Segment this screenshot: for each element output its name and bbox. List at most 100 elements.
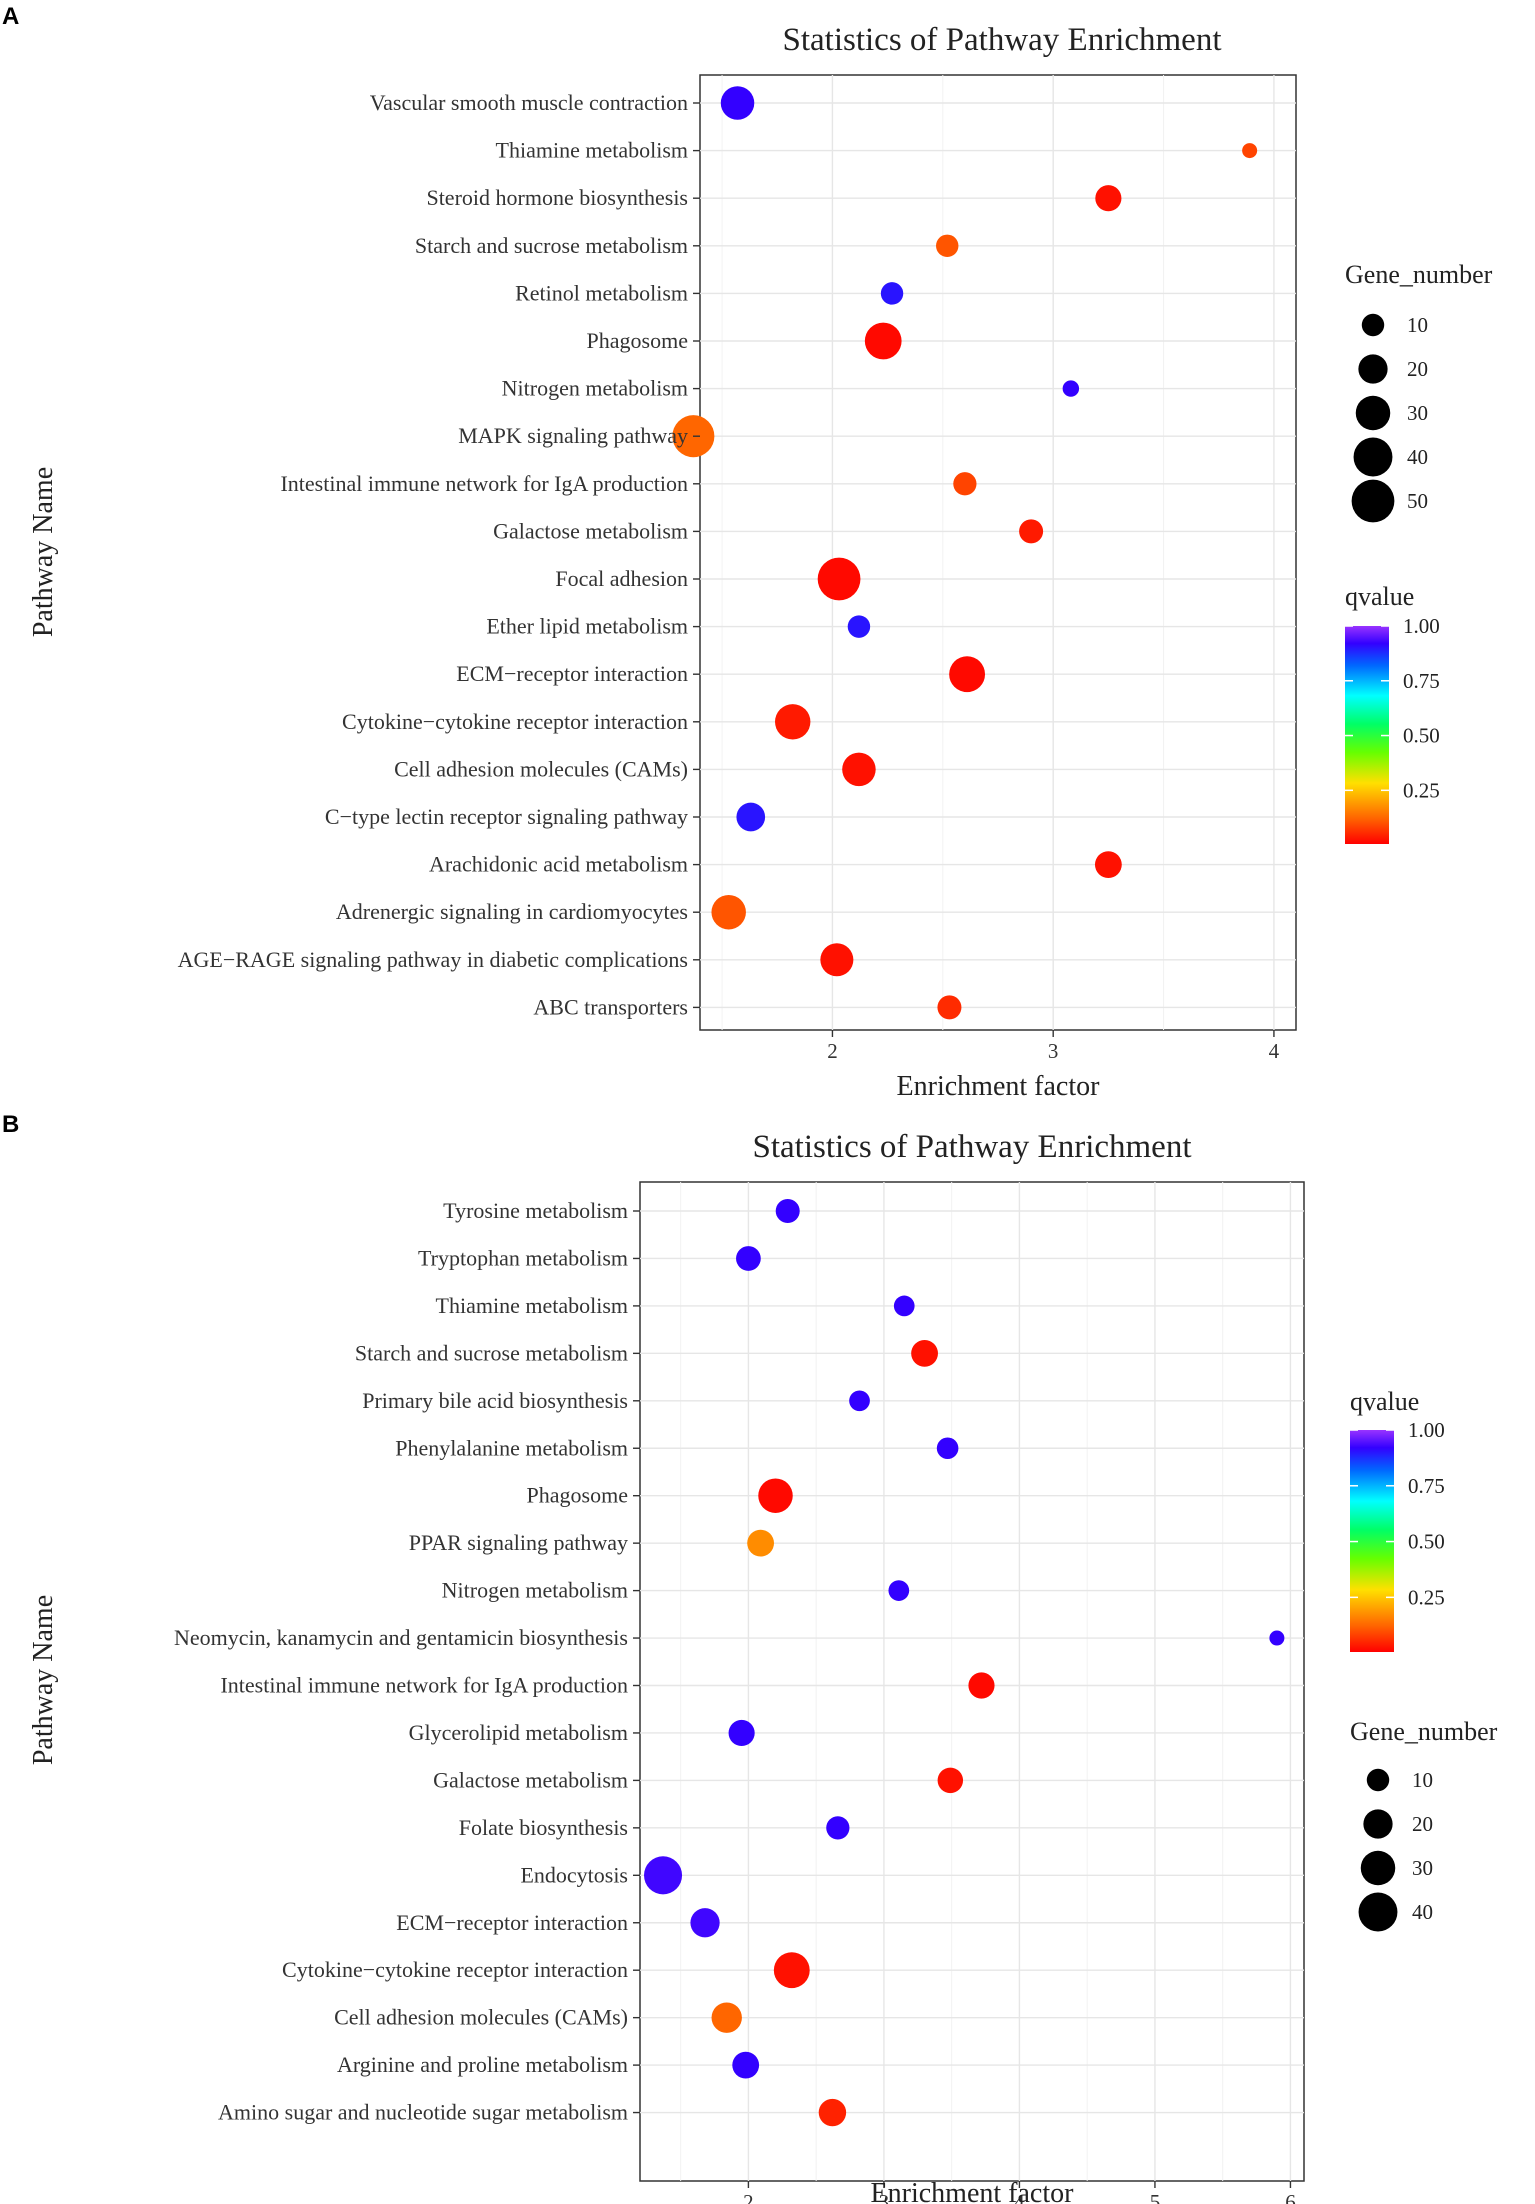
- y-tick-label: Glycerolipid metabolism: [409, 1720, 628, 1745]
- data-point: [818, 2098, 847, 2127]
- y-tick-label: ABC transporters: [533, 994, 688, 1019]
- y-tick-label: Endocytosis: [520, 1862, 628, 1887]
- plot-area: [699, 74, 1297, 1031]
- y-tick-label: Starch and sucrose metabolism: [415, 233, 688, 258]
- data-point: [773, 1952, 810, 1989]
- data-point: [732, 2051, 760, 2079]
- data-point: [953, 472, 977, 496]
- x-tick-label: 6: [1285, 2190, 1296, 2204]
- data-point: [936, 234, 959, 258]
- x-tick-label: 4: [1014, 2190, 1025, 2204]
- data-point: [758, 1478, 793, 1513]
- data-point: [1062, 380, 1080, 397]
- data-point: [817, 557, 861, 601]
- color-legend-label: 0.75: [1403, 669, 1440, 693]
- data-point: [826, 1816, 850, 1840]
- data-point: [747, 1529, 775, 1557]
- y-tick-label: Thiamine metabolism: [436, 1293, 628, 1318]
- data-point: [936, 1437, 959, 1460]
- size-legend-title: Gene_number: [1345, 260, 1493, 289]
- x-tick-label: 2: [827, 1039, 838, 1063]
- data-point: [968, 1672, 995, 1699]
- y-tick-label: Neomycin, kanamycin and gentamicin biosy…: [174, 1625, 628, 1650]
- color-legend-label: 0.25: [1403, 778, 1440, 802]
- data-point: [736, 1246, 761, 1271]
- y-tick-label: Vascular smooth muscle contraction: [370, 90, 688, 115]
- data-point: [880, 282, 904, 305]
- data-point: [911, 1339, 938, 1367]
- data-point: [1019, 519, 1044, 544]
- y-tick-label: Galactose metabolism: [493, 518, 688, 543]
- size-legend-key: [1360, 1850, 1396, 1886]
- y-tick-label: Intestinal immune network for IgA produc…: [220, 1673, 628, 1698]
- chart-title: Statistics of Pathway Enrichment: [752, 1129, 1191, 1165]
- data-point: [1095, 185, 1122, 212]
- y-tick-label: Arachidonic acid metabolism: [429, 852, 688, 877]
- size-legend-label: 10: [1407, 313, 1428, 337]
- size-legend-title: Gene_number: [1350, 1717, 1498, 1746]
- color-legend-label: 0.25: [1408, 1585, 1445, 1609]
- size-legend-key: [1366, 1768, 1390, 1792]
- data-point: [775, 1198, 800, 1224]
- data-point: [888, 1580, 910, 1601]
- panel-b: B Statistics of Pathway Enrichment Amino…: [2, 1111, 1498, 2204]
- x-tick-label: 4: [1269, 1039, 1280, 1063]
- y-tick-label: Adrenergic signaling in cardiomyocytes: [336, 899, 688, 924]
- panel-label-a: A: [2, 3, 19, 30]
- size-legend-key: [1358, 354, 1388, 384]
- size-legend-label: 20: [1407, 357, 1428, 381]
- data-point: [1242, 143, 1258, 159]
- y-tick-label: Intestinal immune network for IgA produc…: [280, 471, 688, 496]
- data-point: [820, 943, 854, 977]
- y-tick-label: ECM−receptor interaction: [396, 1910, 628, 1935]
- data-point: [644, 1856, 683, 1895]
- size-legend-key: [1355, 395, 1391, 431]
- data-point: [711, 2002, 742, 2033]
- color-legend-label: 0.75: [1408, 1474, 1445, 1498]
- data-point: [720, 86, 755, 120]
- y-tick-label: ECM−receptor interaction: [456, 661, 688, 686]
- data-point: [937, 1767, 964, 1794]
- color-legend: qvalue 0.25 0.50 0.75 1.00: [1350, 1387, 1445, 1652]
- data-point: [1269, 1630, 1285, 1646]
- color-legend-label: 1.00: [1403, 614, 1440, 638]
- data-point: [1094, 851, 1122, 878]
- data-point: [736, 802, 766, 832]
- y-tick-label: Phagosome: [527, 1483, 628, 1508]
- size-legend-key: [1351, 479, 1395, 523]
- y-axis-title: Pathway Name: [28, 1595, 59, 1765]
- size-legend-key: [1363, 1809, 1393, 1839]
- data-point: [847, 615, 871, 638]
- color-legend-label: 0.50: [1403, 724, 1440, 748]
- y-tick-label: Galactose metabolism: [433, 1767, 628, 1792]
- size-legend-label: 20: [1412, 1812, 1433, 1836]
- data-point: [711, 894, 746, 930]
- chart-title: Statistics of Pathway Enrichment: [782, 22, 1221, 58]
- y-tick-label: Tryptophan metabolism: [418, 1245, 628, 1270]
- y-tick-label: Focal adhesion: [555, 566, 688, 591]
- data-point: [842, 752, 876, 787]
- data-point: [937, 995, 962, 1020]
- panel-a: A Statistics of Pathway Enrichment ABC t…: [2, 3, 1493, 1102]
- color-legend-title: qvalue: [1345, 582, 1414, 611]
- panel-label-b: B: [2, 1111, 19, 1138]
- y-tick-label: MAPK signaling pathway: [458, 423, 688, 448]
- y-tick-label: Cell adhesion molecules (CAMs): [394, 756, 688, 781]
- size-legend-label: 30: [1407, 401, 1428, 425]
- x-tick-label: 3: [879, 2190, 890, 2204]
- size-legend-key: [1361, 313, 1385, 337]
- data-point: [893, 1295, 915, 1317]
- y-tick-label: Retinol metabolism: [515, 280, 688, 305]
- data-point: [728, 1719, 755, 1747]
- size-legend-label: 30: [1412, 1856, 1433, 1880]
- data-point: [849, 1390, 870, 1412]
- x-axis-title: Enrichment factor: [897, 1071, 1101, 1102]
- y-tick-label: Phagosome: [587, 328, 688, 353]
- y-tick-label: PPAR signaling pathway: [409, 1530, 628, 1555]
- y-tick-label: Cytokine−cytokine receptor interaction: [342, 709, 688, 734]
- y-tick-label: Arginine and proline metabolism: [337, 2052, 628, 2077]
- y-tick-label: Nitrogen metabolism: [442, 1578, 628, 1603]
- color-legend-label: 1.00: [1408, 1418, 1445, 1442]
- y-tick-label: C−type lectin receptor signaling pathway: [325, 804, 688, 829]
